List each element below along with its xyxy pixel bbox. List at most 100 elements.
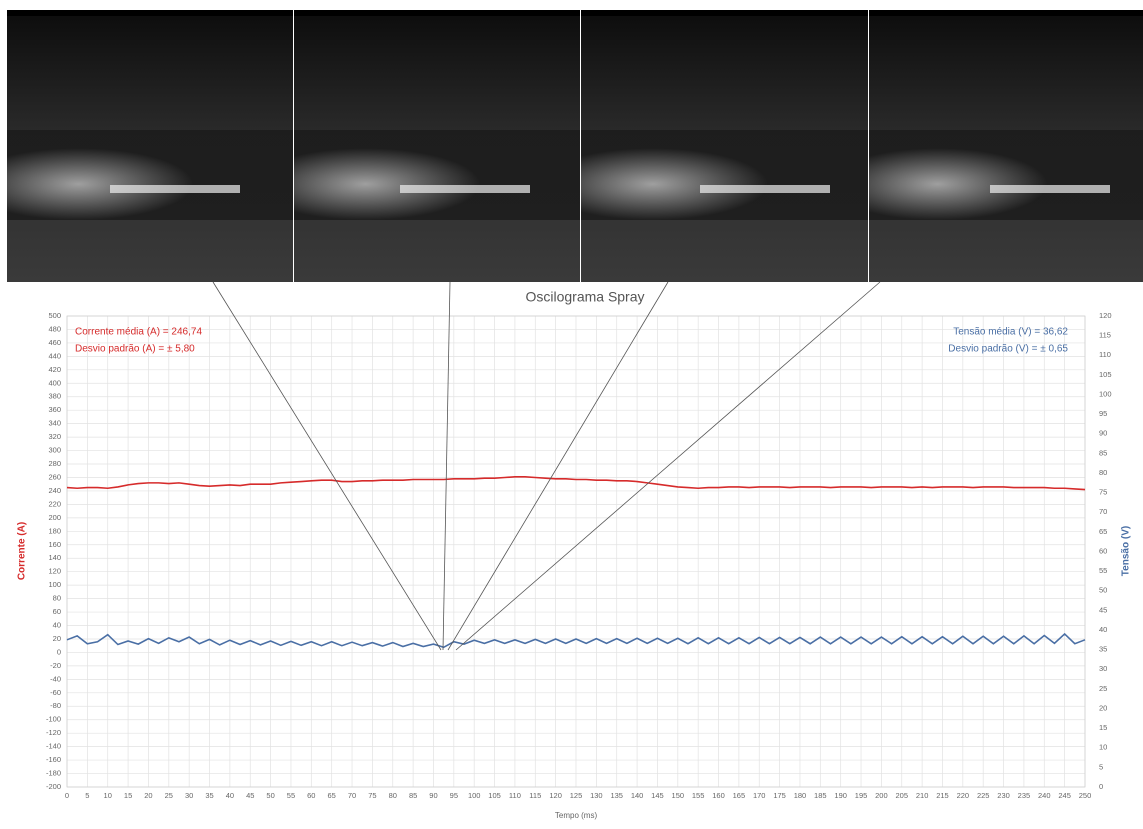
y2-tick-label: 50 bbox=[1099, 586, 1107, 595]
x-tick-label: 110 bbox=[509, 791, 521, 800]
y2-tick-label: 20 bbox=[1099, 703, 1107, 712]
y-tick-label: -40 bbox=[50, 674, 61, 683]
x-tick-label: 175 bbox=[773, 791, 786, 800]
x-tick-label: 65 bbox=[328, 791, 336, 800]
y-tick-label: 360 bbox=[48, 405, 61, 414]
chart-title: Oscilograma Spray bbox=[525, 289, 644, 305]
y-tick-label: 280 bbox=[48, 459, 61, 468]
y-tick-label: 400 bbox=[48, 378, 61, 387]
y2-tick-label: 80 bbox=[1099, 468, 1107, 477]
y-axis-label: Corrente (A) bbox=[17, 522, 28, 580]
annotation: Desvio padrão (V) = ± 0,65 bbox=[948, 344, 1068, 355]
connector bbox=[442, 281, 451, 651]
y-tick-label: -120 bbox=[46, 728, 61, 737]
x-tick-label: 205 bbox=[896, 791, 909, 800]
x-tick-label: 135 bbox=[610, 791, 623, 800]
y-tick-label: 500 bbox=[48, 311, 61, 320]
y-tick-label: -100 bbox=[46, 715, 61, 724]
y2-tick-label: 120 bbox=[1099, 311, 1112, 320]
x-tick-label: 55 bbox=[287, 791, 295, 800]
y2-tick-label: 65 bbox=[1099, 527, 1107, 536]
frame bbox=[7, 10, 293, 282]
x-tick-label: 45 bbox=[246, 791, 254, 800]
x-tick-label: 160 bbox=[712, 791, 725, 800]
x-tick-label: 5 bbox=[85, 791, 89, 800]
x-tick-label: 190 bbox=[834, 791, 847, 800]
y2-tick-label: 15 bbox=[1099, 723, 1107, 732]
y-tick-label: 480 bbox=[48, 324, 61, 333]
y2-tick-label: 90 bbox=[1099, 429, 1107, 438]
y-tick-label: 460 bbox=[48, 338, 61, 347]
plot-area: -200-180-160-140-120-100-80-60-40-200204… bbox=[46, 311, 1112, 800]
x-tick-label: 145 bbox=[651, 791, 664, 800]
y-tick-label: 440 bbox=[48, 351, 61, 360]
y2-tick-label: 60 bbox=[1099, 546, 1107, 555]
y-tick-label: 140 bbox=[48, 553, 61, 562]
x-tick-label: 30 bbox=[185, 791, 193, 800]
x-tick-label: 95 bbox=[450, 791, 458, 800]
y2-tick-label: 5 bbox=[1099, 762, 1103, 771]
x-tick-label: 15 bbox=[124, 791, 132, 800]
frame bbox=[581, 10, 868, 282]
y2-tick-label: 70 bbox=[1099, 507, 1107, 516]
y2-tick-label: 35 bbox=[1099, 645, 1107, 654]
x-tick-label: 115 bbox=[529, 791, 541, 800]
frame bbox=[869, 10, 1143, 282]
x-tick-label: 225 bbox=[977, 791, 990, 800]
y2-tick-label: 105 bbox=[1099, 370, 1112, 379]
y-tick-label: 80 bbox=[53, 594, 61, 603]
x-tick-label: 125 bbox=[570, 791, 583, 800]
x-tick-label: 130 bbox=[590, 791, 603, 800]
x-axis-label: Tempo (ms) bbox=[555, 811, 598, 820]
x-tick-label: 100 bbox=[468, 791, 481, 800]
frame-connectors bbox=[212, 281, 881, 651]
x-tick-label: 250 bbox=[1079, 791, 1092, 800]
x-tick-label: 35 bbox=[205, 791, 213, 800]
x-tick-label: 25 bbox=[165, 791, 173, 800]
y-tick-label: 260 bbox=[48, 472, 61, 481]
y-tick-label: -160 bbox=[46, 755, 61, 764]
y-tick-label: 0 bbox=[57, 647, 61, 656]
x-tick-label: 180 bbox=[794, 791, 807, 800]
y-tick-label: 220 bbox=[48, 499, 61, 508]
y2-tick-label: 55 bbox=[1099, 566, 1107, 575]
x-tick-label: 85 bbox=[409, 791, 417, 800]
x-tick-label: 40 bbox=[226, 791, 234, 800]
y2-tick-label: 85 bbox=[1099, 448, 1107, 457]
y2-tick-label: 30 bbox=[1099, 664, 1107, 673]
series-line bbox=[66, 632, 1086, 649]
annotation: Corrente média (A) = 246,74 bbox=[75, 327, 202, 338]
y-tick-label: 320 bbox=[48, 432, 61, 441]
x-tick-label: 245 bbox=[1058, 791, 1071, 800]
plot-border bbox=[66, 315, 1086, 788]
y-tick-label: 300 bbox=[48, 446, 61, 455]
frame bbox=[294, 10, 580, 282]
y2-tick-label: 75 bbox=[1099, 488, 1107, 497]
y-tick-label: 340 bbox=[48, 419, 61, 428]
y-tick-label: -140 bbox=[46, 742, 61, 751]
connector bbox=[455, 281, 881, 651]
y2-tick-label: 100 bbox=[1099, 389, 1112, 398]
y-tick-label: 40 bbox=[53, 620, 61, 629]
x-tick-label: 75 bbox=[368, 791, 376, 800]
annotation: Desvio padrão (A) = ± 5,80 bbox=[75, 344, 195, 355]
x-tick-label: 60 bbox=[307, 791, 315, 800]
y2-tick-label: 25 bbox=[1099, 684, 1107, 693]
y2-tick-label: 40 bbox=[1099, 625, 1107, 634]
x-tick-label: 10 bbox=[104, 791, 112, 800]
y-tick-label: -180 bbox=[46, 769, 61, 778]
x-tick-label: 200 bbox=[875, 791, 888, 800]
x-tick-label: 220 bbox=[957, 791, 970, 800]
y2-tick-label: 115 bbox=[1099, 331, 1111, 340]
x-tick-label: 155 bbox=[692, 791, 705, 800]
x-tick-label: 120 bbox=[549, 791, 562, 800]
x-tick-label: 70 bbox=[348, 791, 356, 800]
y-tick-label: 20 bbox=[53, 634, 61, 643]
x-tick-label: 215 bbox=[936, 791, 949, 800]
y2-tick-label: 10 bbox=[1099, 743, 1107, 752]
x-tick-label: 50 bbox=[266, 791, 274, 800]
x-tick-label: 0 bbox=[65, 791, 69, 800]
x-tick-label: 165 bbox=[733, 791, 746, 800]
x-tick-label: 105 bbox=[488, 791, 501, 800]
x-tick-label: 240 bbox=[1038, 791, 1051, 800]
